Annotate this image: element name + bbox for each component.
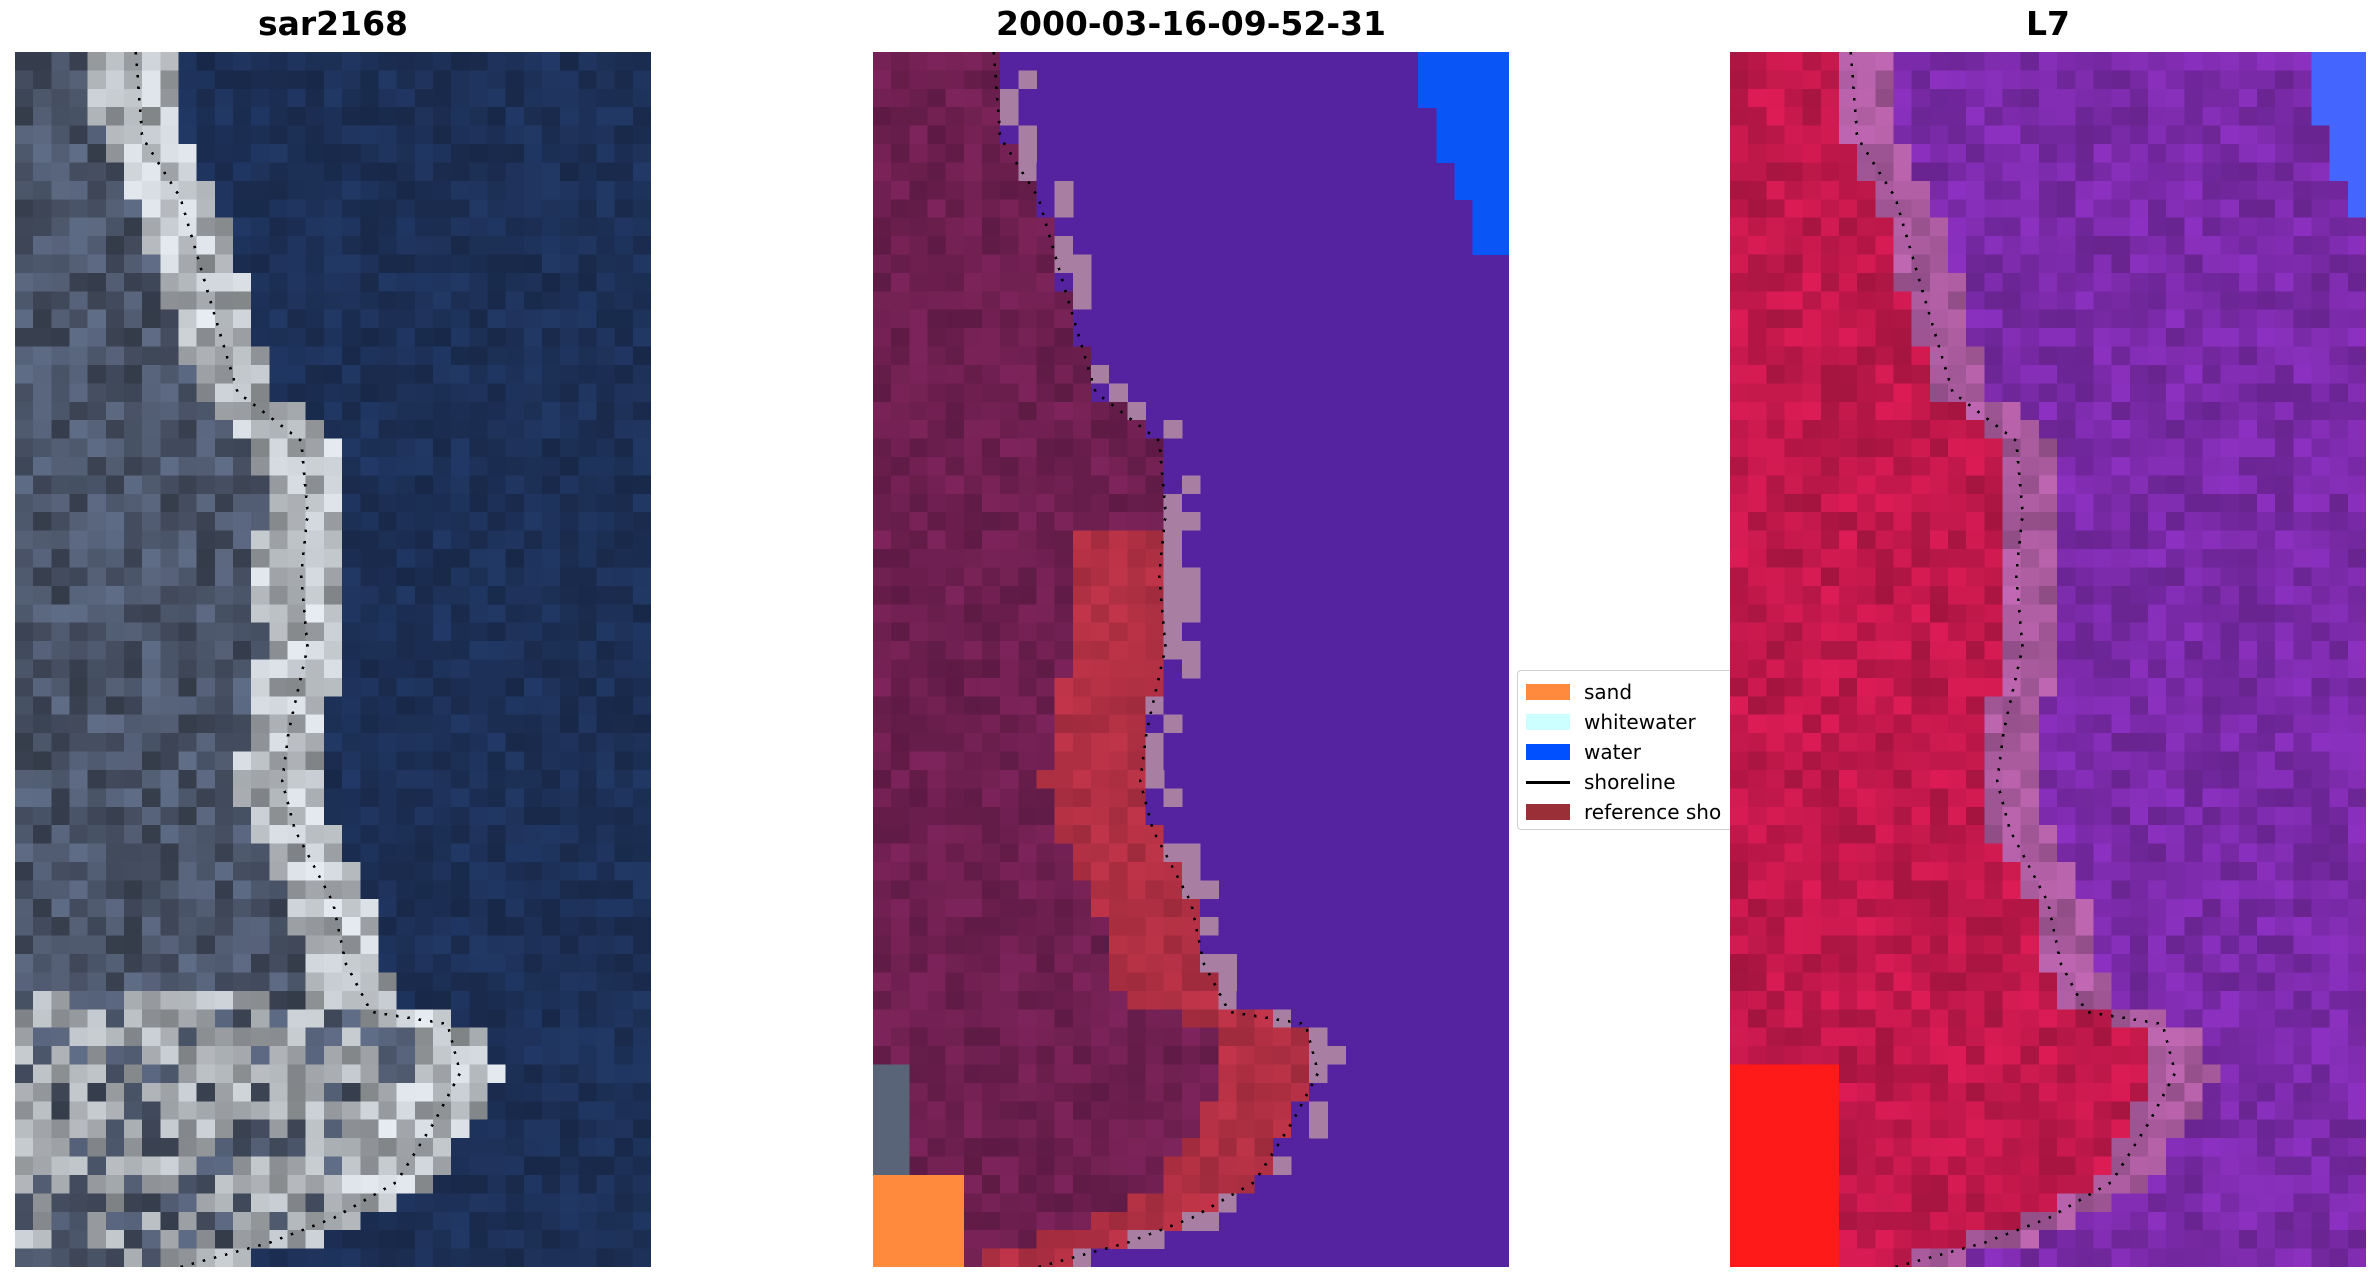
reference-shoreline-swatch	[1526, 804, 1570, 820]
rgb-image-panel	[15, 52, 651, 1267]
legend-label-whitewater: whitewater	[1584, 710, 1696, 734]
panel-title-rgb: sar2168	[257, 4, 409, 43]
legend-item-whitewater: whitewater	[1526, 710, 1696, 734]
sand-swatch	[1526, 684, 1570, 700]
panel-title-l7: L7	[2026, 4, 2070, 43]
whitewater-swatch	[1526, 714, 1570, 730]
legend-item-sand: sand	[1526, 680, 1633, 704]
water-swatch	[1526, 744, 1570, 760]
legend-item-reference-shoreline: reference sho	[1526, 800, 1722, 824]
legend-item-shoreline: shoreline	[1526, 770, 1676, 794]
legend-item-water: water	[1526, 740, 1641, 764]
legend-label-reference-shoreline: reference sho	[1584, 800, 1722, 824]
legend: sand whitewater water shoreline referenc…	[1517, 670, 1730, 830]
panel-title-classification: 2000-03-16-09-52-31	[996, 4, 1386, 43]
legend-label-shoreline: shoreline	[1584, 770, 1676, 794]
shoreline-line-symbol	[1526, 780, 1570, 784]
legend-label-water: water	[1584, 740, 1641, 764]
classification-image-panel	[873, 52, 1509, 1267]
false-color-image-panel	[1730, 52, 2366, 1267]
legend-label-sand: sand	[1584, 680, 1633, 704]
